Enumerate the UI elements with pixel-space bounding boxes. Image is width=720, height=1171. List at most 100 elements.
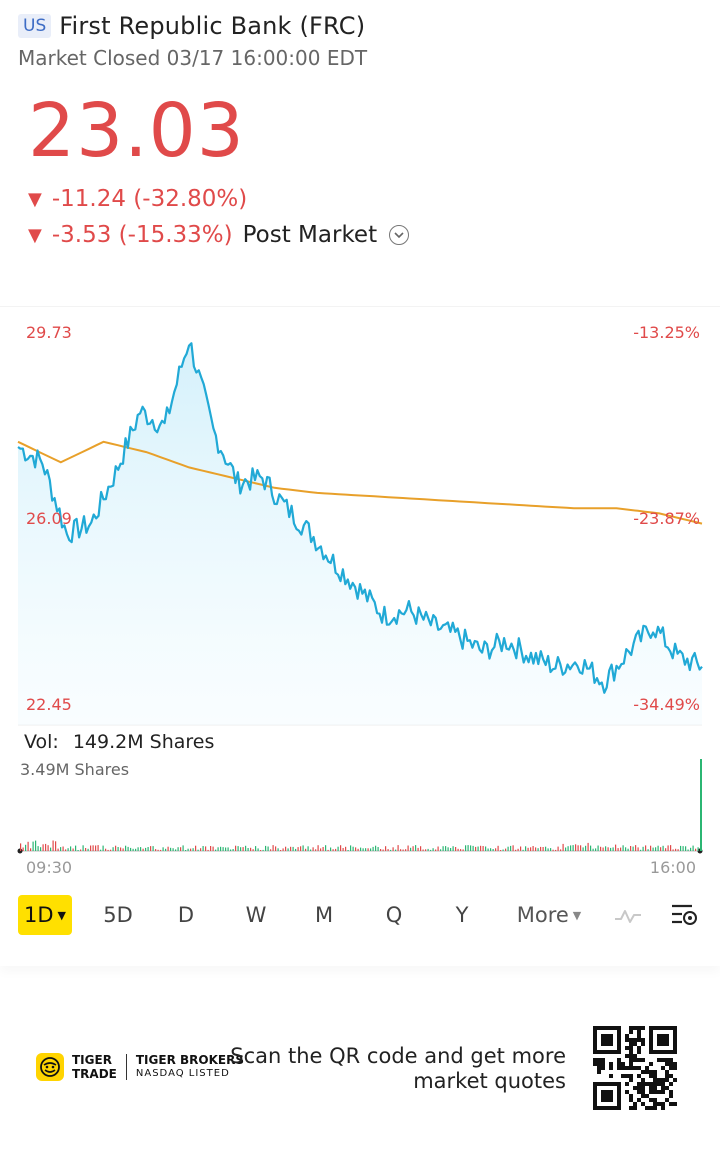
volume-bar <box>622 845 624 851</box>
qr-code[interactable] <box>593 1026 677 1110</box>
volume-bar <box>472 845 474 851</box>
volume-bar-close <box>700 759 702 851</box>
volume-bar <box>90 845 92 851</box>
volume-bar <box>637 847 639 851</box>
volume-bar <box>25 844 27 851</box>
stock-title: First Republic Bank (FRC) <box>59 12 366 40</box>
volume-bar <box>225 847 227 851</box>
volume-bar <box>230 849 232 851</box>
volume-bar <box>477 846 479 851</box>
volume-bar <box>492 849 494 851</box>
price-chart[interactable] <box>0 307 720 727</box>
volume-bar <box>432 848 434 851</box>
volume-bar <box>282 848 284 851</box>
period-5d-button[interactable]: 5D <box>103 903 133 927</box>
period-m-button[interactable]: M <box>314 903 334 927</box>
chart-card: 29.73 26.09 22.45 -13.25% -23.87% -34.49… <box>0 306 720 966</box>
more-periods-button[interactable]: More ▼ <box>512 895 586 935</box>
volume-bar <box>542 847 544 851</box>
volume-bar <box>422 849 424 851</box>
volume-chart[interactable] <box>0 747 720 857</box>
volume-bar <box>582 847 584 851</box>
volume-bar <box>480 845 482 852</box>
volume-bar <box>27 841 29 851</box>
volume-bar <box>687 849 689 851</box>
volume-bar <box>32 841 34 851</box>
volume-bar <box>412 846 414 851</box>
volume-bar <box>305 848 307 851</box>
volume-bar <box>615 844 617 851</box>
volume-label: Vol: <box>24 731 59 753</box>
volume-bar <box>80 849 82 851</box>
period-y-button[interactable]: Y <box>455 903 469 927</box>
y-axis-high-label: 29.73 <box>26 323 72 342</box>
volume-bar <box>597 845 599 851</box>
volume-bar <box>515 849 517 851</box>
day-change: -11.24 (-32.80%) <box>51 186 248 212</box>
volume-bar <box>547 848 549 851</box>
volume-bar <box>510 845 512 851</box>
volume-bar <box>645 845 647 851</box>
volume-bar <box>265 845 267 851</box>
volume-bar <box>677 849 679 851</box>
volume-bar <box>92 845 94 851</box>
volume-bar <box>342 848 344 851</box>
volume-bar <box>240 847 242 851</box>
volume-bar <box>130 847 132 851</box>
volume-bar <box>112 847 114 851</box>
volume-bar <box>360 847 362 851</box>
volume-bar <box>550 848 552 851</box>
volume-bar <box>332 849 334 851</box>
volume-bar <box>302 845 304 851</box>
indicator-toggle-button[interactable] <box>610 895 646 935</box>
post-market-change: -3.53 (-15.33%) <box>51 222 233 248</box>
volume-bar <box>527 847 529 851</box>
period-w-button[interactable]: W <box>245 903 267 927</box>
period-q-button[interactable]: Q <box>385 903 403 927</box>
volume-bar <box>165 848 167 851</box>
volume-bar <box>585 845 587 851</box>
volume-bar <box>122 848 124 851</box>
volume-bar <box>30 848 32 851</box>
volume-bar <box>465 845 467 852</box>
volume-bar <box>367 848 369 851</box>
volume-bar <box>222 847 224 851</box>
down-arrow-icon: ▼ <box>28 224 42 246</box>
period-d-button[interactable]: D <box>177 903 195 927</box>
volume-bar <box>72 848 74 851</box>
volume-bar <box>270 849 272 851</box>
volume-bar <box>372 846 374 851</box>
volume-bar <box>237 846 239 851</box>
y-axis-mid-label: 26.09 <box>26 509 72 528</box>
volume-bar <box>327 849 329 851</box>
volume-bar <box>470 845 472 851</box>
volume-bar <box>660 847 662 851</box>
volume-bar <box>632 846 634 851</box>
volume-bar <box>587 842 589 851</box>
volume-bar <box>462 849 464 851</box>
volume-bar <box>325 845 327 851</box>
volume-bar <box>662 845 664 851</box>
scan-prompt-line1: Scan the QR code and get more <box>230 1044 566 1068</box>
brand-divider <box>125 1054 127 1080</box>
period-1d-button[interactable]: 1D ▼ <box>18 895 72 935</box>
volume-bar <box>415 845 417 851</box>
volume-bar <box>37 846 39 851</box>
volume-bar <box>287 848 289 851</box>
chart-settings-button[interactable] <box>664 895 704 935</box>
post-market-row[interactable]: ▼ -3.53 (-15.33%) Post Market <box>28 218 410 252</box>
volume-bar <box>250 847 252 851</box>
chevron-down-icon[interactable] <box>389 225 410 245</box>
last-price: 23.03 <box>28 88 245 174</box>
volume-bar <box>255 846 257 851</box>
volume-summary: Vol: 149.2M Shares <box>24 731 214 753</box>
volume-bar <box>110 849 112 851</box>
volume-bar <box>205 846 207 851</box>
volume-bar <box>185 850 187 851</box>
volume-bar <box>347 850 349 851</box>
volume-bar <box>200 848 202 851</box>
volume-bar <box>180 847 182 851</box>
y-axis-pct-high-label: -13.25% <box>633 323 700 342</box>
volume-bar <box>500 850 502 851</box>
volume-bar <box>562 843 564 851</box>
